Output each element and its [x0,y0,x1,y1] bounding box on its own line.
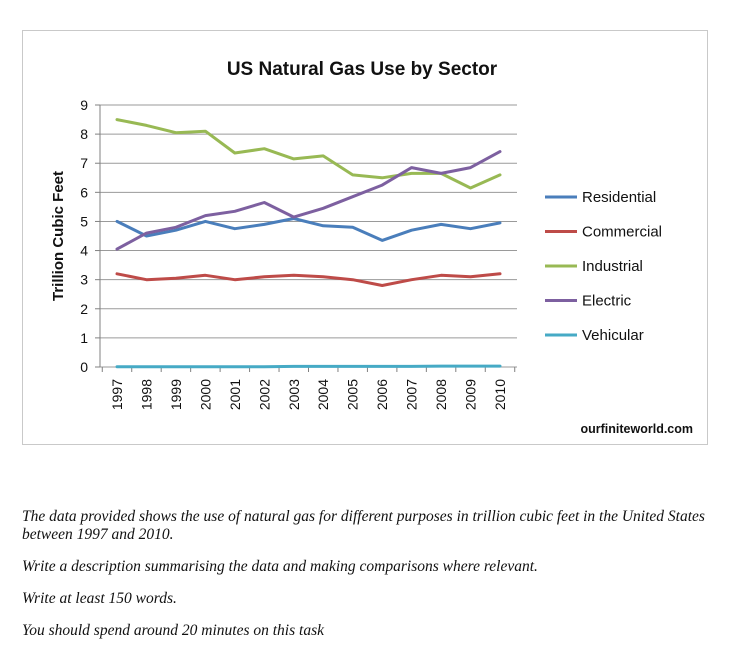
x-tick-label: 2001 [227,379,243,410]
task-description: The data provided shows the use of natur… [22,508,705,543]
legend-label: Commercial [582,224,662,241]
x-tick-label: 2010 [492,379,508,410]
x-tick-label: 1997 [109,379,125,410]
x-tick-label: 2002 [256,379,272,410]
x-tick-label: 1999 [168,379,184,410]
x-tick-label: 1998 [138,379,154,410]
chart-frame: US Natural Gas Use by Sector 0 1 2 3 4 5 6 7 8 9 Tr… [22,30,708,445]
source-label: ourfiniteworld.com [581,422,694,436]
legend-label: Residential [582,189,656,206]
y-tick-label: 0 [80,359,88,375]
x-tick-label: 2008 [433,379,449,410]
legend-label: Vehicular [582,327,644,344]
line-chart: US Natural Gas Use by Sector 0 1 2 3 4 5 6 7 8 9 Tr… [50,59,694,436]
y-axis-label: Trillion Cubic Feet [50,171,67,301]
y-tick-label: 2 [80,301,88,317]
x-tick-label: 2003 [286,379,302,410]
legend-label: Electric [582,293,632,310]
task-instruction: Write a description summarising the data… [22,558,538,575]
series-line-residential [115,217,502,242]
y-tick-label: 6 [80,184,88,200]
legend-label: Industrial [582,258,643,275]
x-tick-label: 2006 [374,379,390,410]
series-line-electric [115,150,502,251]
x-tick-label: 2007 [404,379,420,410]
y-tick-label: 8 [80,126,88,142]
x-tick-label: 2000 [197,379,213,410]
series-line-industrial [115,118,502,190]
y-tick-label: 1 [80,330,88,346]
series-line-vehicular [115,364,502,369]
series-line-commercial [115,272,502,287]
x-tick-label: 2004 [315,379,331,410]
y-tick-label: 5 [80,213,88,229]
task-word-count: Write at least 150 words. [22,590,177,607]
x-tick-label: 2005 [345,379,361,410]
y-tick-label: 9 [80,97,88,113]
y-tick-label: 4 [80,243,88,259]
y-tick-label: 7 [80,155,88,171]
task-instructions: The data provided shows the use of natur… [22,508,712,654]
chart-title: US Natural Gas Use by Sector [227,59,498,80]
task-time: You should spend around 20 minutes on th… [22,622,324,639]
y-tick-label: 3 [80,272,88,288]
x-tick-label: 2009 [463,379,479,410]
